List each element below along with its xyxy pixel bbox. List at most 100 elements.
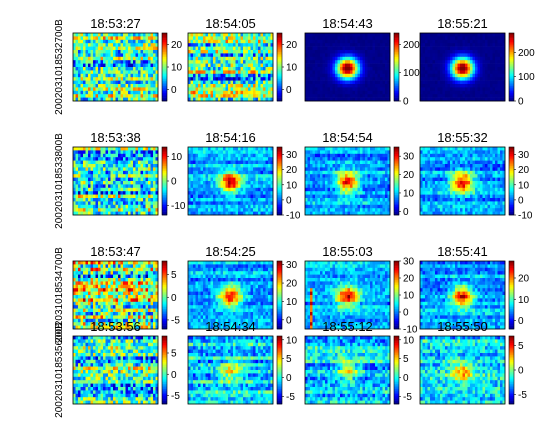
- heatmap-cell: [470, 77, 473, 81]
- heatmap-cell: [253, 36, 256, 41]
- heatmap-cell: [150, 150, 154, 155]
- heatmap-cell: [118, 73, 121, 78]
- heatmap-cell: [322, 204, 326, 209]
- heatmap-cell: [460, 60, 463, 64]
- heatmap-cell: [447, 67, 451, 71]
- heatmap-cell: [155, 177, 159, 182]
- heatmap-cell: [260, 194, 264, 199]
- colorbar-step: [277, 204, 282, 207]
- heatmap-cell: [95, 90, 99, 95]
- heatmap-cell: [347, 147, 351, 151]
- heatmap-cell: [377, 63, 381, 68]
- heatmap-cell: [125, 73, 129, 78]
- heatmap-cell: [492, 77, 496, 81]
- heatmap-cell: [317, 94, 321, 98]
- heatmap-cell: [447, 80, 451, 85]
- heatmap-cell: [195, 36, 199, 41]
- heatmap-cell: [335, 33, 338, 37]
- heatmap-cell: [337, 167, 341, 172]
- heatmap-cell: [103, 187, 106, 192]
- panel-title: 18:53:27: [90, 16, 141, 31]
- heatmap-cell: [198, 211, 201, 216]
- heatmap-cell: [270, 150, 274, 155]
- heatmap-cell: [263, 33, 266, 37]
- heatmap-cell: [380, 80, 383, 85]
- heatmap-cell: [258, 73, 261, 78]
- heatmap-cell: [120, 73, 124, 78]
- heatmap-cell: [260, 211, 264, 216]
- heatmap-cell: [265, 208, 269, 212]
- heatmap-cell: [118, 84, 121, 88]
- heatmap-cell: [228, 53, 231, 58]
- heatmap-cell: [355, 177, 358, 182]
- heatmap-cell: [347, 36, 351, 41]
- heatmap-cell: [375, 53, 378, 58]
- heatmap-cell: [135, 56, 139, 61]
- heatmap-cell: [315, 90, 318, 95]
- heatmap-cell: [225, 170, 229, 175]
- heatmap-cell: [233, 204, 236, 209]
- heatmap-cell: [330, 147, 333, 151]
- heatmap-cell: [218, 77, 221, 81]
- heatmap-cell: [138, 150, 141, 155]
- heatmap-cell: [100, 56, 104, 61]
- heatmap-cell: [335, 43, 338, 47]
- heatmap-cell: [120, 77, 124, 81]
- heatmap-cell: [130, 191, 134, 195]
- heatmap-cell: [322, 46, 326, 51]
- heatmap-cell: [497, 87, 501, 92]
- heatmap-cell: [155, 160, 159, 165]
- heatmap-cell: [370, 191, 373, 195]
- heatmap-cell: [188, 167, 191, 172]
- heatmap-cell: [355, 170, 358, 175]
- heatmap-cell: [320, 36, 323, 41]
- heatmap-cell: [240, 177, 244, 182]
- heatmap-cell: [105, 36, 109, 41]
- heatmap-cell: [480, 97, 483, 102]
- colorbar-step: [394, 50, 399, 52]
- colorbar-step: [277, 92, 282, 95]
- heatmap-cell: [233, 160, 236, 165]
- heatmap-cell: [357, 90, 361, 95]
- heatmap-cell: [250, 60, 254, 64]
- heatmap-cell: [365, 170, 368, 175]
- heatmap-cell: [130, 153, 134, 158]
- heatmap-cell: [372, 63, 376, 68]
- heatmap-cell: [340, 170, 343, 175]
- heatmap-cell: [93, 147, 96, 151]
- heatmap-cell: [260, 77, 264, 81]
- heatmap-cell: [130, 80, 134, 85]
- heatmap-cell: [103, 39, 106, 44]
- heatmap-cell: [200, 211, 204, 216]
- heatmap-cell: [350, 97, 353, 102]
- heatmap-cell: [113, 84, 116, 88]
- heatmap-cell: [203, 201, 206, 206]
- heatmap-cell: [78, 160, 81, 165]
- heatmap-cell: [238, 174, 241, 178]
- heatmap-cell: [475, 43, 478, 47]
- heatmap-cell: [120, 204, 124, 209]
- heatmap-cell: [317, 194, 321, 199]
- heatmap-cell: [215, 157, 219, 161]
- heatmap-cell: [225, 191, 229, 195]
- heatmap-cell: [235, 50, 239, 54]
- heatmap-cell: [223, 60, 226, 64]
- heatmap-cell: [258, 187, 261, 192]
- heatmap-cell: [270, 39, 274, 44]
- heatmap-cell: [208, 80, 211, 85]
- heatmap-cell: [73, 191, 76, 195]
- heatmap-cell: [370, 77, 373, 81]
- heatmap-cell: [143, 174, 146, 178]
- heatmap-cell: [200, 167, 204, 172]
- heatmap-cell: [228, 150, 231, 155]
- heatmap-cell: [447, 84, 451, 88]
- heatmap-cell: [387, 198, 391, 202]
- heatmap-cell: [88, 90, 91, 95]
- heatmap-cell: [325, 39, 328, 44]
- heatmap-cell: [305, 160, 308, 165]
- heatmap-cell: [248, 84, 251, 88]
- heatmap-cell: [125, 201, 129, 206]
- heatmap-cell: [382, 150, 386, 155]
- heatmap-cell: [133, 63, 136, 68]
- heatmap-cell: [198, 153, 201, 158]
